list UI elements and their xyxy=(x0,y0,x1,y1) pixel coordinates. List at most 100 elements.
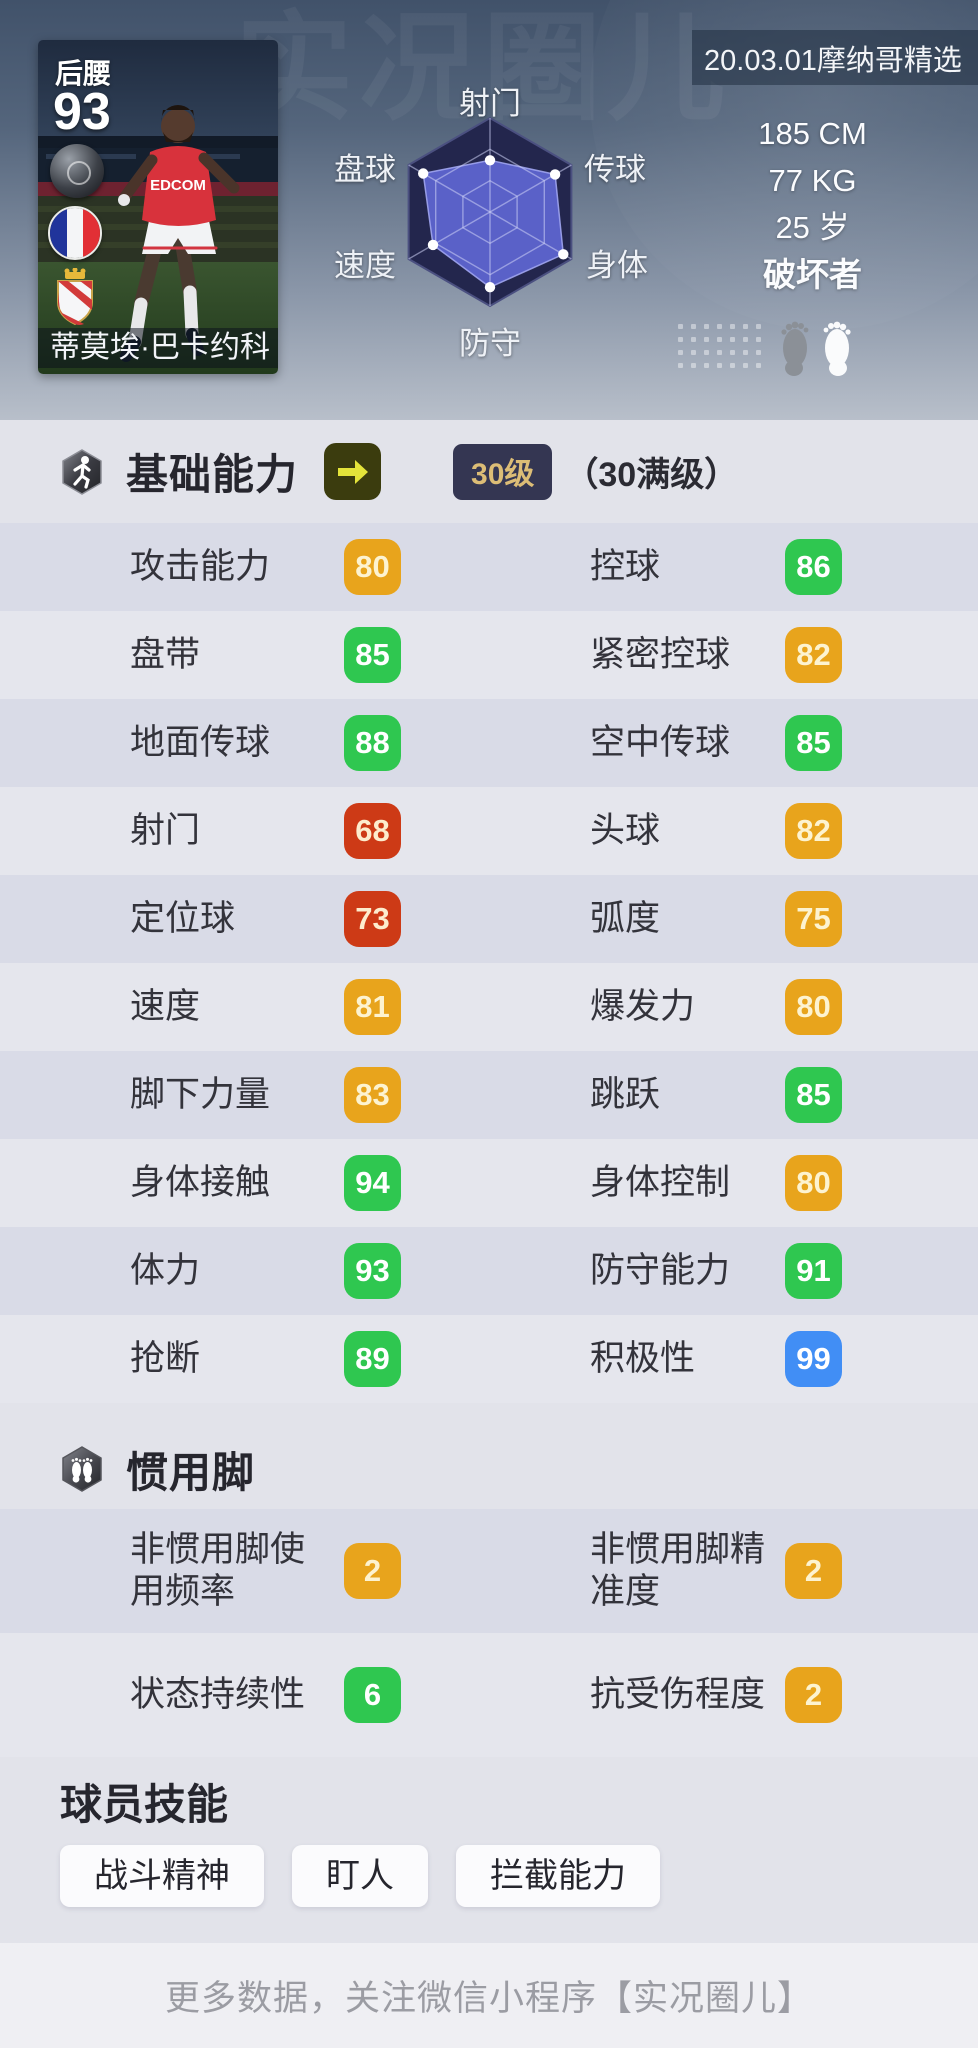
stat-label: 防守能力 xyxy=(590,1251,731,1290)
footedness-label: 抗受伤程度 xyxy=(590,1675,766,1714)
dot xyxy=(678,363,683,368)
stat-value-badge: 86 xyxy=(785,539,842,595)
dot xyxy=(756,350,761,355)
dot xyxy=(756,363,761,368)
footedness-row: 非惯用脚使用频率 2 非惯用脚精准度 2 xyxy=(0,1509,978,1633)
dot xyxy=(691,324,696,329)
stat-row: 定位球 73 弧度 75 xyxy=(0,875,978,963)
radar-label-shooting: 射门 xyxy=(459,86,521,121)
footedness-label: 状态持续性 xyxy=(130,1675,306,1714)
stat-value-badge: 94 xyxy=(344,1155,401,1211)
player-card[interactable]: EDCOM 后腰 93 蒂莫埃·巴卡约科 xyxy=(38,40,278,374)
stat-label: 体力 xyxy=(130,1251,201,1290)
stat-value-badge: 80 xyxy=(344,539,401,595)
dot xyxy=(743,363,748,368)
dot xyxy=(730,324,735,329)
skill-pill-list: 战斗精神 盯人 拦截能力 xyxy=(60,1845,978,1907)
skill-pill[interactable]: 盯人 xyxy=(292,1845,428,1907)
dot xyxy=(704,337,709,342)
background-watermark: 实况圈儿 xyxy=(235,3,732,135)
stat-row: 抢断 89 积极性 99 xyxy=(0,1315,978,1403)
dot xyxy=(756,324,761,329)
radar-data-point xyxy=(549,169,561,180)
stat-label: 盘带 xyxy=(130,635,201,674)
footedness-value-badge: 2 xyxy=(785,1543,842,1599)
stat-row: 盘带 85 紧密控球 82 xyxy=(0,611,978,699)
stat-value-badge: 80 xyxy=(785,1155,842,1211)
decorative-dot-grid xyxy=(678,324,761,368)
stat-value-badge: 68 xyxy=(344,803,401,859)
dot xyxy=(691,350,696,355)
stat-row: 身体接触 94 身体控制 80 xyxy=(0,1139,978,1227)
radar-label-dribbling: 盘球 xyxy=(334,152,396,187)
footer-banner: 更多数据，关注微信小程序【实况圈儿】 xyxy=(0,1943,978,2048)
radar-label-passing: 传球 xyxy=(584,152,646,187)
stat-label: 爆发力 xyxy=(590,987,696,1026)
stat-row: 射门 68 头球 82 xyxy=(0,787,978,875)
stat-value-badge: 85 xyxy=(785,1067,842,1123)
dot xyxy=(704,350,709,355)
skill-pill[interactable]: 战斗精神 xyxy=(60,1845,264,1907)
stat-row: 速度 81 爆发力 80 xyxy=(0,963,978,1051)
base-ability-header: 基础能力 30级 （30满级） xyxy=(0,420,978,523)
dot xyxy=(691,337,696,342)
dot xyxy=(756,337,761,342)
footedness-table: 非惯用脚使用频率 2 非惯用脚精准度 2 状态持续性 6 抗受伤程度 2 xyxy=(0,1509,978,1757)
radar-label-physical: 身体 xyxy=(586,248,648,283)
stat-row: 地面传球 88 空中传球 85 xyxy=(0,699,978,787)
dot xyxy=(678,350,683,355)
stat-label: 身体接触 xyxy=(130,1163,271,1202)
dot xyxy=(743,337,748,342)
stat-value-badge: 85 xyxy=(344,627,401,683)
stat-value-badge: 75 xyxy=(785,891,842,947)
player-name: 蒂莫埃·巴卡约科 xyxy=(38,328,278,368)
dot xyxy=(678,337,683,342)
dot xyxy=(717,337,722,342)
stat-label: 速度 xyxy=(130,987,201,1026)
footedness-title: 惯用脚 xyxy=(126,1448,256,1496)
stat-label: 头球 xyxy=(590,811,661,850)
stat-label: 抢断 xyxy=(130,1339,201,1378)
upgrade-arrow-button[interactable] xyxy=(324,443,382,500)
stat-label: 定位球 xyxy=(130,899,236,938)
stat-value-badge: 85 xyxy=(785,715,842,771)
stat-label: 跳跃 xyxy=(590,1075,661,1114)
dot xyxy=(730,363,735,368)
ability-radar-chart xyxy=(407,116,573,308)
skills-title: 球员技能 xyxy=(60,1781,229,1828)
france-flag-icon xyxy=(48,206,102,260)
dot xyxy=(717,350,722,355)
dot xyxy=(717,324,722,329)
radar-label-defense: 防守 xyxy=(459,326,521,361)
radar-data-point xyxy=(484,155,496,166)
stat-row: 体力 93 防守能力 91 xyxy=(0,1227,978,1315)
level-badge: 30级 xyxy=(453,443,553,500)
physical-info: 185 CM 77 KG 25 岁 破坏者 xyxy=(695,110,930,298)
stat-value-badge: 82 xyxy=(785,627,842,683)
dot xyxy=(704,363,709,368)
radar-data-point xyxy=(427,239,439,251)
dot xyxy=(743,350,748,355)
skills-section: 球员技能 战斗精神 盯人 拦截能力 xyxy=(0,1757,978,1907)
stat-value-badge: 99 xyxy=(785,1331,842,1387)
stat-value-badge: 81 xyxy=(344,979,401,1035)
monaco-crest-icon xyxy=(57,268,93,326)
stat-label: 空中传球 xyxy=(590,723,731,762)
player-height: 185 CM xyxy=(758,116,867,151)
radar-data-point xyxy=(418,168,429,179)
stat-label: 控球 xyxy=(590,547,661,586)
skill-pill[interactable]: 拦截能力 xyxy=(456,1845,660,1907)
shirt-text: EDCOM xyxy=(150,177,206,194)
stat-table: 攻击能力 80 控球 86 盘带 85 紧密控球 82 地面传球 88 空中传球 85 射门 68 头球 82… xyxy=(0,523,978,1403)
level-max-note: （30满级） xyxy=(564,456,739,494)
radar-data-point xyxy=(558,249,569,260)
player-position: 后腰 xyxy=(55,58,112,89)
stat-value-badge: 91 xyxy=(785,1243,842,1299)
base-ability-title: 基础能力 xyxy=(126,451,299,498)
player-age: 25 岁 xyxy=(775,210,850,245)
footer-text: 更多数据，关注微信小程序【实况圈儿】 xyxy=(164,1979,813,2018)
dot xyxy=(717,363,722,368)
footedness-value-badge: 2 xyxy=(785,1667,842,1723)
arrow-right-icon xyxy=(337,459,368,484)
footedness-label: 非惯用脚精准度 xyxy=(590,1530,766,1611)
